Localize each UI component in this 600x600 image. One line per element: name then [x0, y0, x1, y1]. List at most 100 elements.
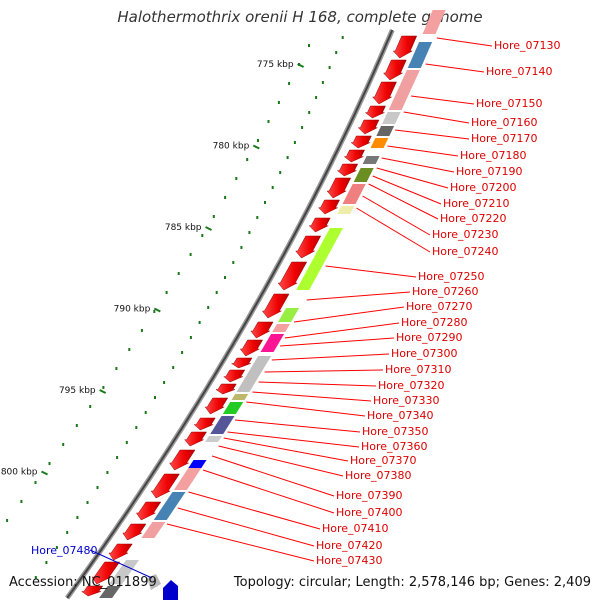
- cog-bar: [222, 402, 244, 414]
- gene-arrow: [239, 339, 264, 357]
- label-leader: [362, 195, 431, 236]
- gc-dot: [198, 321, 201, 324]
- cog-bar: [141, 522, 166, 538]
- kbp-label: 780 kbp: [213, 142, 250, 152]
- gc-dot: [341, 36, 344, 39]
- label-leader: [188, 491, 321, 530]
- gene-label: Hore_07360: [361, 440, 428, 453]
- gc-dot: [45, 561, 48, 564]
- gc-dot: [6, 519, 9, 522]
- gene-arrow: [108, 543, 133, 561]
- cog-bar: [231, 394, 249, 400]
- gc-dot: [115, 367, 118, 370]
- gene-arrow: [364, 105, 386, 119]
- cog-bar: [353, 168, 374, 182]
- gc-dot: [267, 120, 270, 123]
- gc-dot: [335, 51, 338, 54]
- gc-dot: [135, 426, 138, 429]
- gc-dot: [125, 441, 128, 444]
- cog-bar: [153, 492, 186, 520]
- kbp-tick: [297, 63, 305, 68]
- gene-label: Hore_07230: [432, 228, 499, 241]
- gc-dot: [277, 101, 280, 104]
- gc-dot: [224, 276, 226, 279]
- gene-label: Hore_07300: [391, 347, 458, 360]
- gc-dot: [34, 576, 37, 579]
- backbone-line: [66, 29, 394, 599]
- cog-bar: [99, 586, 121, 598]
- gc-dot: [257, 139, 259, 142]
- gc-dot: [235, 177, 238, 180]
- kbp-tick: [153, 307, 161, 313]
- label-leader: [202, 469, 335, 514]
- cog-bar: [382, 112, 401, 124]
- gene-arrow: [382, 59, 407, 81]
- gene-label: Hore_07410: [322, 522, 389, 535]
- cog-bar: [278, 308, 300, 322]
- gc-dot: [288, 82, 291, 85]
- gene-label: Hore_07430: [316, 554, 383, 567]
- gc-dot: [144, 411, 147, 414]
- gc-dot: [207, 306, 210, 309]
- gene-arrow: [150, 473, 180, 499]
- label-leader: [258, 381, 377, 387]
- gene-arrow: [193, 417, 216, 431]
- gene-arrow: [343, 149, 365, 163]
- label-leader: [218, 445, 344, 477]
- kbp-label: 775 kbp: [257, 60, 294, 70]
- label-leader: [325, 265, 417, 278]
- gene-label: Hore_07240: [432, 245, 499, 258]
- gc-dot: [293, 141, 296, 144]
- kbp-label: 800 kbp: [1, 468, 38, 478]
- gc-dot: [224, 196, 227, 199]
- label-leader: [356, 207, 431, 253]
- label-leader: [368, 183, 439, 220]
- gene-arrow: [250, 321, 274, 339]
- gc-dot: [66, 531, 69, 534]
- gc-dot: [264, 201, 266, 204]
- cog-bar: [236, 356, 272, 392]
- gc-dot: [308, 44, 310, 47]
- kbp-tick: [41, 470, 48, 476]
- gene-arrow: [277, 261, 308, 291]
- gc-dot: [89, 405, 92, 408]
- gene-label: Hore_07270: [406, 300, 473, 313]
- gene-label: Hore_07340: [367, 409, 434, 422]
- gc-dot: [86, 501, 89, 504]
- gene-label: Hore_07210: [443, 197, 510, 210]
- cog-bar: [260, 334, 285, 352]
- gene-label: Hore_07330: [373, 394, 440, 407]
- kbp-tick: [252, 144, 260, 150]
- label-leader: [284, 322, 400, 339]
- gene-arrows-layer: [80, 35, 418, 600]
- gc-dot: [172, 366, 175, 369]
- gc-dots-layer: [6, 36, 344, 579]
- gene-arrow: [169, 449, 196, 471]
- label-leader: [381, 157, 455, 173]
- gc-dot: [177, 272, 180, 275]
- cog-bar: [422, 10, 446, 34]
- gc-dot: [315, 96, 318, 99]
- cog-bar: [337, 206, 355, 214]
- gc-dot: [308, 111, 311, 114]
- label-leader: [372, 175, 442, 205]
- gc-dot: [181, 351, 184, 354]
- label-leader-blue: [89, 549, 153, 579]
- label-leader: [271, 353, 390, 361]
- gc-dot: [163, 381, 166, 384]
- label-leader: [235, 419, 361, 433]
- cog-bar: [205, 436, 222, 442]
- cog-bar: [173, 468, 202, 490]
- gene-label: Hore_07130: [494, 39, 561, 52]
- gc-dot: [286, 156, 289, 159]
- gene-arrow: [230, 357, 253, 369]
- gc-dot: [140, 329, 143, 332]
- cog-bar: [296, 228, 343, 290]
- kbp-label: 785 kbp: [165, 223, 202, 233]
- kbp-tick: [99, 389, 107, 394]
- gene-arrow: [122, 523, 147, 541]
- gene-label-hore-07480: Hore_07480: [31, 544, 98, 557]
- gene-arrow: [392, 35, 418, 59]
- gene-label: Hore_07280: [401, 316, 468, 329]
